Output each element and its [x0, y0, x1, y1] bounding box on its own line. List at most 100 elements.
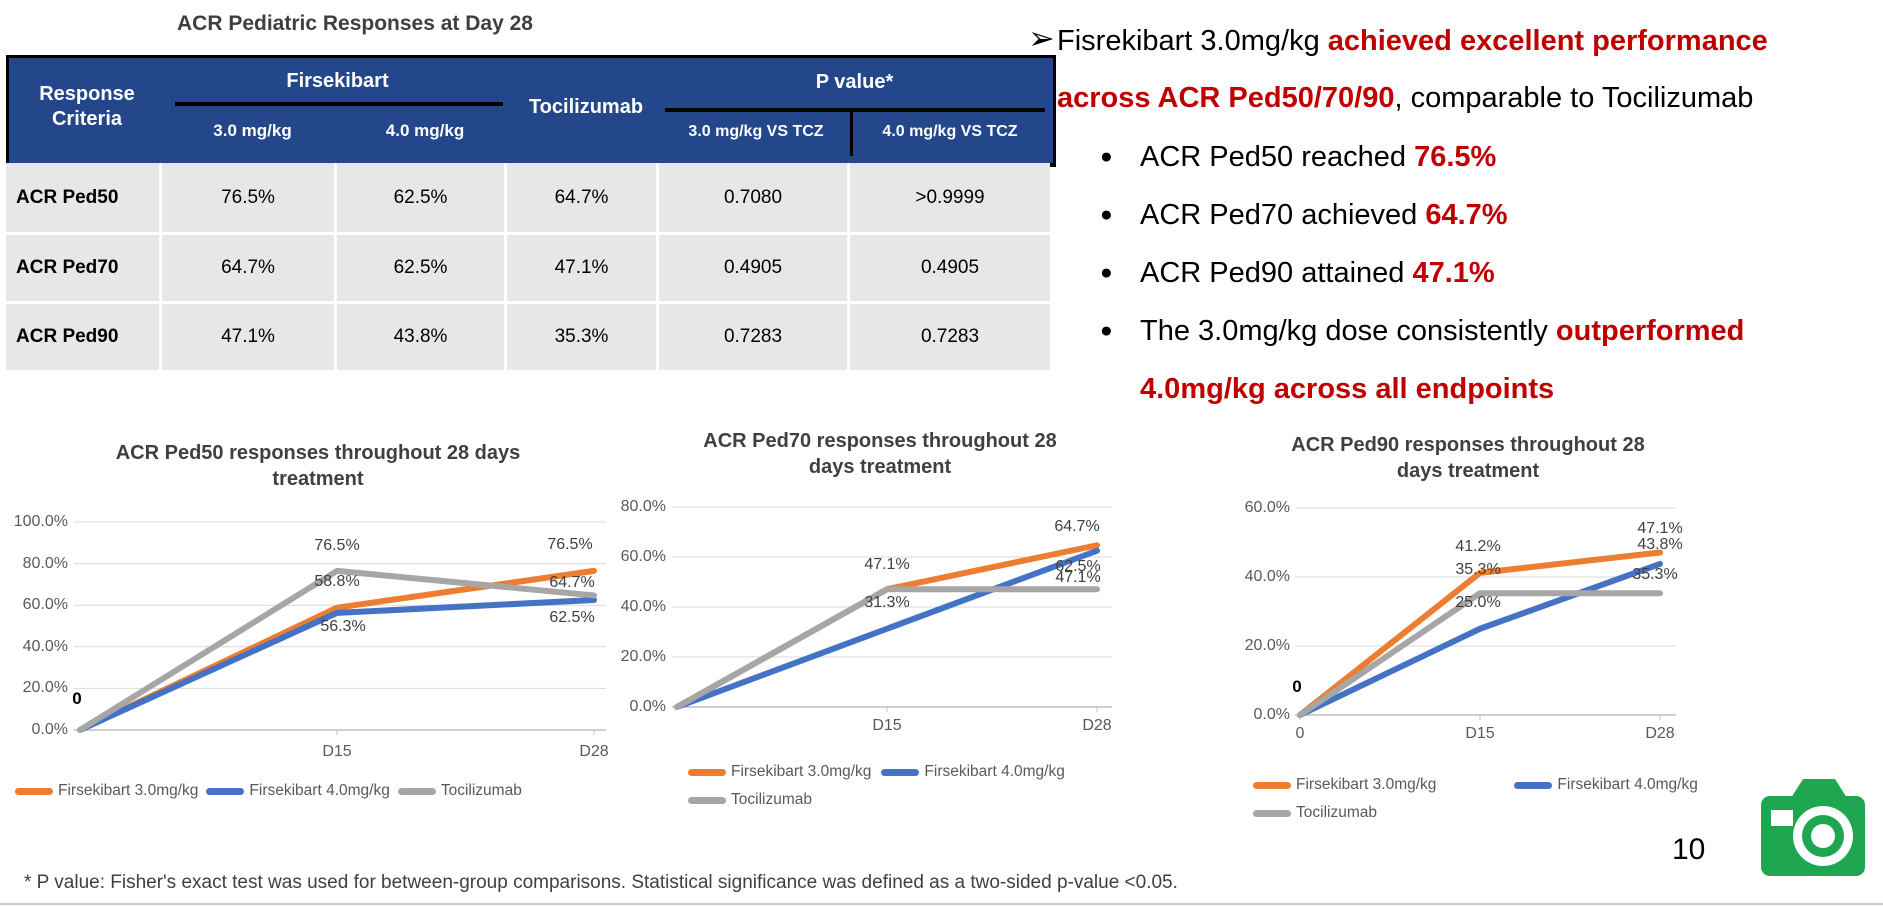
table-cell: 62.5%: [337, 232, 507, 301]
col-header-3.0-vs-tcz: 3.0 mg/kg VS TCZ: [688, 123, 824, 140]
chart-title: ACR Ped70 responses throughout 28 days tr…: [703, 430, 1057, 478]
data-label: 43.8%: [1637, 536, 1683, 553]
bullet-icon: ●: [1100, 145, 1113, 168]
data-label: 31.3%: [864, 594, 910, 611]
summary-text: ACR Ped90 attained: [1140, 257, 1413, 289]
table-cell: 43.8%: [337, 301, 507, 370]
legend-label: Tocilizumab: [731, 791, 812, 808]
col-header-tocilizumab: Tocilizumab: [528, 95, 644, 118]
firsekibart-underline: [175, 102, 503, 106]
data-label: 0: [72, 689, 82, 708]
data-label: 76.5%: [314, 537, 360, 554]
table-cell: 0.4905: [850, 232, 1050, 301]
summary-highlight: across ACR Ped50/70/90: [1057, 82, 1395, 114]
y-tick-label: 100.0%: [13, 513, 68, 530]
data-label: 62.5%: [549, 609, 595, 626]
legend-swatch: [15, 787, 53, 795]
table-cell: 64.7%: [507, 163, 659, 232]
header-line: Criteria: [51, 108, 123, 130]
table-cell: 47.1%: [162, 301, 337, 370]
legend-row: Firsekibart 3.0mg/kg Firsekibart 4.0mg/kg: [1253, 776, 1698, 794]
table-title: ACR Pediatric Responses at Day 28: [177, 12, 533, 35]
data-label: 58.8%: [314, 573, 360, 590]
y-tick-label: 0.0%: [629, 698, 666, 715]
y-tick-label: 20.0%: [1244, 637, 1290, 654]
summary-text: ACR Ped50 reached: [1140, 141, 1415, 173]
data-label: 25.0%: [1455, 594, 1501, 611]
bottom-divider: [0, 903, 1883, 905]
series-line-tocilizumab: [1297, 590, 1663, 718]
legend-swatch: [688, 796, 726, 804]
row-criteria: ACR Ped90: [6, 301, 162, 370]
col-header-response-criteria: Response Criteria: [9, 58, 165, 156]
legend-item: Firsekibart 4.0mg/kg: [1514, 776, 1698, 794]
table-row: ACR Ped70 64.7% 62.5% 47.1% 0.4905 0.490…: [6, 232, 1050, 301]
table-header: Response Criteria Firsekibart Tocilizuma…: [6, 55, 1056, 167]
summary-line-2: across ACR Ped50/70/90, comparable to To…: [1057, 78, 1753, 118]
col-header-3.0mgkg: 3.0 mg/kg: [213, 121, 292, 140]
x-tick-label: 0: [1295, 725, 1305, 742]
summary-highlight: 64.7%: [1425, 199, 1508, 231]
legend-swatch: [1253, 809, 1291, 817]
bullet-item-4: The 3.0mg/kg dose consistently outperfor…: [1140, 311, 1744, 351]
row-criteria: ACR Ped50: [6, 163, 162, 232]
y-tick-label: 80.0%: [22, 554, 68, 572]
legend-item: Firsekibart 4.0mg/kg: [206, 782, 390, 800]
table-cell: 0.4905: [659, 232, 850, 301]
summary-text: , comparable to Tocilizumab: [1394, 82, 1754, 114]
legend-row: Firsekibart 3.0mg/kg Firsekibart 4.0mg/kg…: [15, 782, 522, 800]
data-label: 56.3%: [320, 618, 366, 635]
legend-label: Firsekibart 4.0mg/kg: [924, 763, 1065, 780]
y-tick-label: 40.0%: [22, 637, 68, 655]
y-tick-label: 0.0%: [1253, 706, 1290, 723]
table-cell: 35.3%: [507, 301, 659, 370]
legend-row: Firsekibart 3.0mg/kg Firsekibart 4.0mg/kg: [688, 763, 1065, 781]
legend-item: Firsekibart 4.0mg/kg: [881, 763, 1065, 781]
legend-label: Tocilizumab: [440, 782, 522, 799]
bullet-item-4-line-2: 4.0mg/kg across all endpoints: [1140, 369, 1554, 409]
bullet-item-2: ACR Ped70 achieved 64.7%: [1140, 195, 1508, 235]
series-line-firsekibart-3-0mg-kg: [674, 542, 1100, 710]
table-cell: >0.9999: [850, 163, 1050, 232]
legend-swatch: [881, 768, 920, 776]
table-row: ACR Ped90 47.1% 43.8% 35.3% 0.7283 0.728…: [6, 301, 1050, 370]
legend-item: Tocilizumab: [397, 782, 522, 800]
legend-label: Firsekibart 4.0mg/kg: [1557, 776, 1698, 793]
x-tick-label: D15: [872, 717, 902, 734]
data-label: 35.3%: [1455, 561, 1501, 578]
legend-swatch: [397, 787, 436, 795]
bullet-icon: ●: [1100, 319, 1113, 342]
data-label: 76.5%: [547, 536, 593, 553]
series-line-tocilizumab: [674, 586, 1100, 710]
table-cell: 0.7283: [659, 301, 850, 370]
summary-text: Fisrekibart 3.0mg/kg: [1057, 25, 1328, 57]
table-cell: 64.7%: [162, 232, 337, 301]
legend-item: Firsekibart 3.0mg/kg: [688, 763, 871, 781]
bullet-icon: ●: [1100, 203, 1113, 226]
data-label: 64.7%: [1054, 518, 1100, 535]
table-cell: 62.5%: [337, 163, 507, 232]
table-cell: 0.7283: [850, 301, 1050, 370]
col-header-4.0-vs-tcz: 4.0 mg/kg VS TCZ: [882, 123, 1018, 140]
chart-title: ACR Ped90 responses throughout 28 days tr…: [1291, 434, 1645, 482]
y-tick-label: 60.0%: [1244, 499, 1290, 516]
y-tick-label: 80.0%: [620, 498, 666, 515]
footnote: * P value: Fisher's exact test was used …: [24, 872, 1178, 893]
legend-label: Firsekibart 3.0mg/kg: [731, 763, 872, 780]
data-label: 62.5%: [1055, 558, 1101, 575]
legend-swatch: [206, 787, 245, 795]
legend-label: Tocilizumab: [1296, 804, 1377, 821]
legend-swatch: [1253, 781, 1291, 789]
p-value-divider: [850, 110, 853, 156]
chart-title: ACR Ped50 responses throughout 28 days tr…: [115, 442, 521, 490]
legend-row: Tocilizumab: [1253, 804, 1377, 822]
x-tick-label: D28: [1082, 717, 1112, 734]
data-label: 47.1%: [1637, 520, 1683, 537]
x-tick-label: D28: [1645, 725, 1675, 742]
legend-item: Tocilizumab: [688, 791, 812, 809]
summary-highlight: outperformed: [1555, 315, 1745, 347]
bullet-icon: ●: [1100, 261, 1113, 284]
y-tick-label: 20.0%: [22, 679, 68, 697]
header-line: Response: [39, 83, 135, 105]
